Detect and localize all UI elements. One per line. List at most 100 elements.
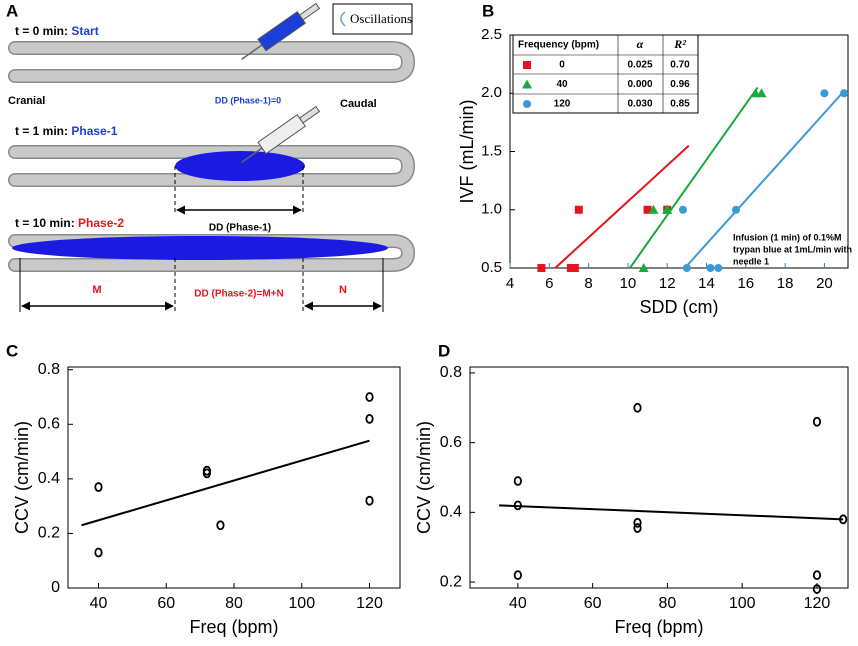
y-tick-label: 0.4 bbox=[38, 470, 60, 487]
point bbox=[513, 500, 522, 511]
x-tick-label: 60 bbox=[157, 595, 175, 612]
syringe bbox=[241, 2, 321, 60]
y-tick-label: 0.8 bbox=[38, 361, 60, 378]
oscillations-label: Oscillations bbox=[350, 11, 412, 26]
point bbox=[94, 482, 103, 492]
panel-label: B bbox=[482, 1, 494, 20]
plot-frame bbox=[67, 366, 401, 589]
panel-label: A bbox=[6, 1, 18, 20]
caudal: Caudal bbox=[340, 98, 377, 110]
annotation: trypan blue at 1mL/min with bbox=[733, 244, 852, 254]
dd-label: DD (Phase-2)=M+N bbox=[194, 289, 283, 300]
point bbox=[633, 517, 642, 528]
dd-label: DD (Phase-1)=0 bbox=[215, 95, 281, 105]
table-header: α bbox=[637, 37, 644, 51]
osc-icon bbox=[340, 11, 346, 27]
point bbox=[513, 570, 522, 581]
table-cell: 0.025 bbox=[627, 60, 652, 71]
fit-line bbox=[499, 504, 844, 521]
x-tick-label: 4 bbox=[506, 275, 514, 292]
point bbox=[682, 264, 691, 272]
plot-frame bbox=[469, 366, 849, 589]
table-header: Frequency (bpm) bbox=[518, 40, 599, 51]
point bbox=[94, 547, 103, 558]
y-tick-label: 0 bbox=[51, 579, 60, 596]
point bbox=[812, 570, 822, 581]
annotation: Infusion (1 min) of 0.1%M bbox=[733, 232, 842, 242]
y-tick-label: 0.6 bbox=[38, 416, 60, 433]
y-tick-label: 1.5 bbox=[481, 142, 502, 159]
phase: Phase-1 bbox=[71, 124, 117, 138]
dd-label: DD (Phase-1) bbox=[209, 223, 271, 234]
gut bbox=[9, 42, 414, 82]
row-title: t = 1 min: Phase-1 bbox=[15, 124, 118, 138]
x-tick-label: 40 bbox=[90, 595, 108, 612]
x-tick-label: 12 bbox=[659, 275, 676, 292]
x-tick-label: 80 bbox=[225, 595, 243, 612]
x-tick-label: 10 bbox=[620, 275, 637, 292]
time: t = 10 min: bbox=[15, 216, 75, 230]
annotation: needle 1 bbox=[733, 256, 769, 266]
legend-label: 0 bbox=[559, 60, 565, 71]
point bbox=[643, 205, 652, 214]
x-axis-label: Freq (bpm) bbox=[189, 617, 278, 637]
fit-line bbox=[554, 144, 690, 269]
point bbox=[574, 205, 583, 214]
x-tick-label: 18 bbox=[777, 275, 794, 292]
point bbox=[662, 204, 673, 214]
oscillations-box bbox=[332, 3, 413, 35]
y-tick-label: 0.5 bbox=[481, 259, 502, 276]
legend-marker bbox=[523, 61, 531, 69]
fit-line bbox=[81, 439, 370, 527]
point bbox=[820, 89, 829, 98]
fit-line bbox=[684, 92, 843, 269]
point bbox=[365, 392, 374, 402]
table-cell: 0.030 bbox=[627, 99, 652, 110]
x-tick-label: 80 bbox=[659, 595, 677, 612]
panel-label: C bbox=[6, 341, 18, 360]
table-cell: 0.96 bbox=[670, 79, 690, 90]
dye bbox=[175, 151, 305, 181]
y-tick-label: 2.5 bbox=[481, 26, 502, 43]
point bbox=[840, 89, 849, 98]
y-axis-label: CCV (cm/min) bbox=[414, 421, 434, 534]
legend-label: 120 bbox=[554, 99, 571, 110]
point bbox=[714, 264, 723, 272]
y-axis-label: CCV (cm/min) bbox=[12, 421, 32, 534]
point bbox=[638, 263, 649, 272]
table-cell: 0.000 bbox=[627, 79, 652, 90]
y-tick-label: 0.4 bbox=[440, 504, 462, 521]
y-axis-label: IVF (mL/min) bbox=[457, 99, 477, 203]
y-tick-label: 2.0 bbox=[481, 84, 502, 101]
point bbox=[202, 468, 211, 479]
x-tick-label: 100 bbox=[288, 595, 315, 612]
table-cell: 0.85 bbox=[670, 99, 690, 110]
y-tick-label: 1.0 bbox=[481, 201, 502, 218]
phase: Phase-2 bbox=[78, 216, 124, 230]
x-tick-label: 16 bbox=[737, 275, 754, 292]
x-tick-label: 14 bbox=[698, 275, 715, 292]
x-tick-label: 60 bbox=[584, 595, 602, 612]
time: t = 1 min: bbox=[15, 124, 68, 138]
fit-line bbox=[629, 86, 759, 269]
x-tick-label: 40 bbox=[509, 595, 527, 612]
syringe bbox=[241, 105, 321, 163]
m-label: M bbox=[92, 284, 101, 296]
gut bbox=[9, 146, 414, 186]
row-title: t = 0 min: Start bbox=[15, 24, 99, 38]
point bbox=[648, 204, 659, 214]
x-tick-label: 120 bbox=[356, 595, 383, 612]
x-axis-label: Freq (bpm) bbox=[614, 617, 703, 637]
point bbox=[633, 402, 642, 413]
dye bbox=[12, 236, 388, 260]
diagram: A Oscillations t = 0 min: Start Cranial … bbox=[6, 1, 416, 312]
gut bbox=[9, 235, 414, 271]
point bbox=[513, 476, 522, 486]
point bbox=[839, 514, 848, 525]
phase: Start bbox=[71, 24, 98, 38]
time: t = 0 min: bbox=[15, 24, 68, 38]
y-tick-label: 0.8 bbox=[440, 364, 462, 381]
point bbox=[731, 205, 740, 214]
table-cell: 0.70 bbox=[670, 60, 690, 71]
